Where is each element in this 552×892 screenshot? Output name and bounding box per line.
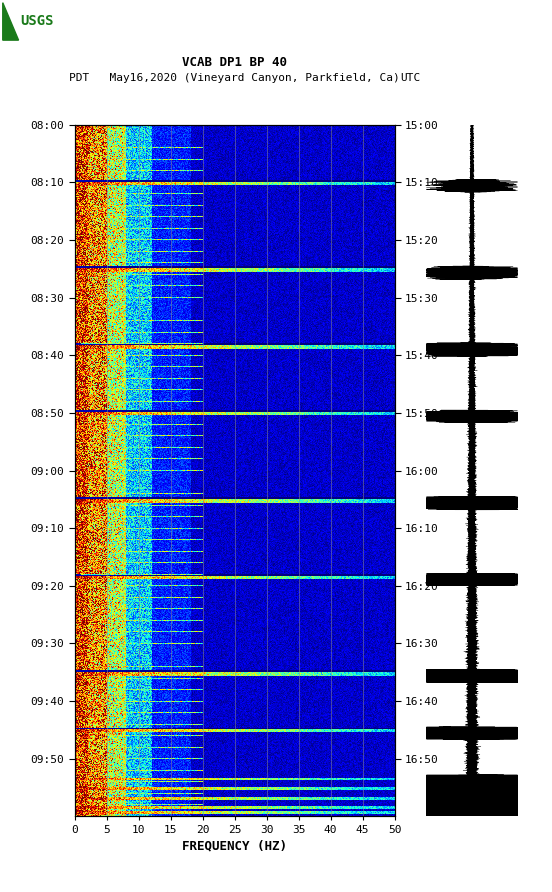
Text: VCAB DP1 BP 40: VCAB DP1 BP 40 [182, 56, 287, 69]
X-axis label: FREQUENCY (HZ): FREQUENCY (HZ) [182, 839, 287, 853]
Polygon shape [3, 3, 19, 40]
Text: UTC: UTC [400, 73, 421, 84]
Text: PDT   May16,2020 (Vineyard Canyon, Parkfield, Ca): PDT May16,2020 (Vineyard Canyon, Parkfie… [69, 73, 400, 84]
Text: USGS: USGS [21, 14, 54, 29]
